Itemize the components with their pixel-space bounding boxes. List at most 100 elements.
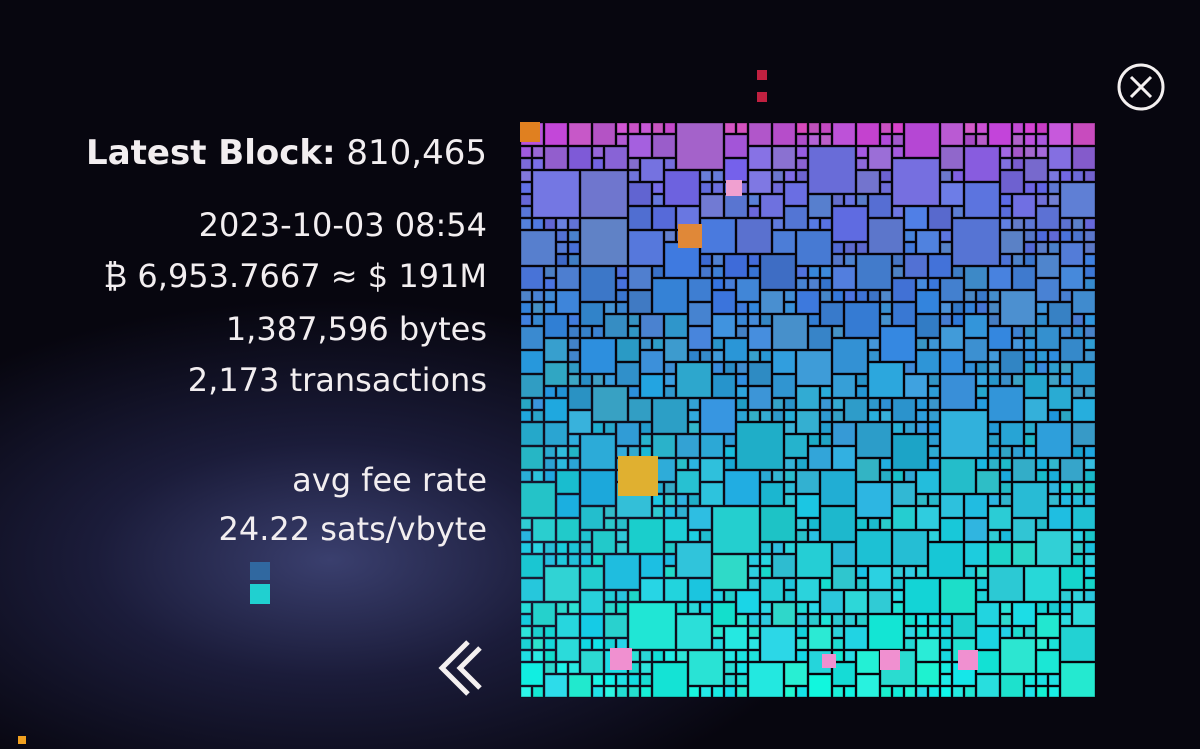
tx-square <box>832 242 844 254</box>
tx-square <box>568 662 580 674</box>
tx-square <box>580 530 592 542</box>
close-button[interactable] <box>1117 63 1165 111</box>
tx-square <box>736 122 748 134</box>
tx-square <box>976 470 1000 494</box>
tx-square <box>628 602 676 650</box>
tx-square <box>712 506 760 554</box>
tx-square <box>796 530 808 542</box>
tx-square <box>616 602 628 614</box>
tx-square <box>952 266 964 278</box>
tx-square <box>556 662 568 674</box>
tx-square <box>916 626 928 638</box>
tx-square <box>604 146 628 170</box>
tx-square <box>784 170 796 182</box>
tx-square <box>868 290 880 302</box>
tx-square <box>856 254 892 290</box>
tx-square <box>748 122 772 146</box>
tx-square <box>532 470 544 482</box>
tx-square <box>556 542 568 554</box>
tx-square <box>772 398 784 410</box>
tx-square <box>640 122 652 134</box>
tx-square <box>544 290 556 302</box>
tx-square <box>796 146 808 158</box>
tx-square <box>904 422 916 434</box>
tx-square <box>808 218 820 230</box>
tx-square <box>772 218 784 230</box>
tx-square <box>616 422 640 446</box>
tx-square <box>544 542 556 554</box>
tx-square <box>1036 206 1060 230</box>
tx-square <box>976 398 988 410</box>
tx-square <box>796 134 808 146</box>
tx-square <box>1024 146 1036 158</box>
tx-square <box>748 170 772 194</box>
tx-square <box>988 446 1000 458</box>
tx-square <box>676 122 724 170</box>
tx-square <box>940 638 952 650</box>
tx-square <box>628 134 652 158</box>
tx-square <box>1012 602 1036 626</box>
tx-square <box>1048 494 1060 506</box>
tx-square <box>1072 362 1096 386</box>
tx-square <box>616 266 628 278</box>
tx-square <box>616 590 628 602</box>
tx-square <box>1060 218 1072 230</box>
tx-square <box>892 398 916 422</box>
tx-square <box>904 566 916 578</box>
tx-square <box>1000 230 1024 254</box>
tx-square <box>1000 602 1012 614</box>
tx-square <box>832 206 868 242</box>
tx-square <box>1084 542 1096 554</box>
tx-square <box>784 410 796 422</box>
tx-square <box>1072 542 1084 554</box>
tx-square <box>520 530 532 542</box>
tx-square <box>892 134 904 146</box>
tx-square-highlight <box>822 654 836 668</box>
tx-square <box>952 614 976 638</box>
tx-square <box>532 314 544 326</box>
tx-square <box>712 602 736 626</box>
tx-square <box>796 170 808 182</box>
tx-square <box>760 410 772 422</box>
tx-square <box>736 374 748 386</box>
tx-square <box>700 350 712 362</box>
tx-square <box>1024 254 1036 266</box>
tx-square <box>820 266 832 278</box>
tx-square <box>892 686 904 698</box>
tx-square <box>556 266 580 290</box>
tx-square <box>796 638 808 650</box>
tx-square <box>580 470 616 506</box>
tx-square <box>688 410 700 422</box>
tx-square <box>772 374 796 398</box>
tx-square <box>1012 482 1048 518</box>
tx-square <box>580 590 604 614</box>
tx-square <box>544 218 556 230</box>
tx-square <box>976 386 988 398</box>
tx-square <box>616 122 628 134</box>
tx-square <box>892 482 916 506</box>
tx-square <box>628 122 640 134</box>
tx-square <box>532 398 544 410</box>
tx-square <box>988 302 1000 314</box>
tx-square <box>652 650 664 662</box>
tx-square <box>580 650 604 674</box>
tx-square <box>904 206 928 230</box>
tx-square <box>556 230 568 242</box>
tx-square <box>712 374 736 398</box>
tx-square <box>1036 530 1072 566</box>
tx-square <box>820 506 856 542</box>
tx-square <box>832 398 844 410</box>
tx-square <box>796 290 820 314</box>
tx-square <box>568 146 592 170</box>
tx-square-highlight <box>678 224 702 248</box>
tx-square <box>556 446 568 458</box>
tx-square <box>724 458 736 470</box>
tx-square <box>664 542 676 554</box>
tx-square <box>724 122 736 134</box>
tx-square <box>844 302 880 338</box>
back-button[interactable] <box>438 640 482 696</box>
tx-square <box>676 362 712 398</box>
tx-square <box>568 674 592 698</box>
tx-square <box>976 290 988 302</box>
